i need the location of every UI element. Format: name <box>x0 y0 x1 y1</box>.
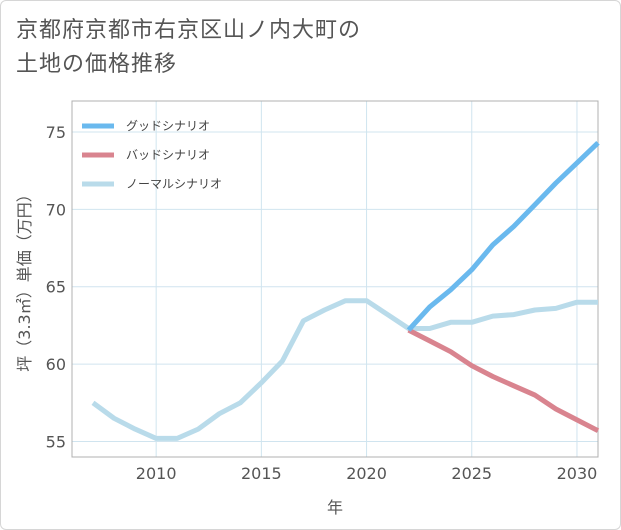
series-line-normal <box>91 298 598 441</box>
chart-title-line2: 土地の価格推移 <box>16 52 178 77</box>
plot-area <box>71 100 599 458</box>
x-axis-label: 年 <box>327 498 343 517</box>
chart-title: 京都府京都市右京区山ノ内大町の 土地の価格推移 <box>16 14 361 82</box>
legend-label-bad: バッドシナリオ <box>126 148 210 162</box>
x-tick-label: 2025 <box>451 464 492 483</box>
series-line-bad <box>407 327 600 433</box>
legend-label-good: グッドシナリオ <box>126 119 210 133</box>
y-tick-label: 70 <box>46 200 66 219</box>
series-line-good <box>406 140 600 332</box>
y-axis-label: 坪（3.3㎡）単価（万円） <box>15 186 34 371</box>
series-layer <box>91 140 600 441</box>
grid <box>72 101 598 457</box>
x-tick-label: 2015 <box>241 464 282 483</box>
chart-title-line1: 京都府京都市右京区山ノ内大町の <box>16 18 362 43</box>
y-tick-label: 65 <box>46 278 66 297</box>
legend-label-normal: ノーマルシナリオ <box>126 177 222 191</box>
y-tick-label: 75 <box>46 123 66 142</box>
x-tick-label: 2020 <box>346 464 387 483</box>
x-tick-label: 2010 <box>136 464 177 483</box>
y-tick-label: 55 <box>46 433 66 452</box>
y-tick-label: 60 <box>46 355 66 374</box>
tick-labels: 2010 2015 2020 2025 2030 55 60 65 70 75 <box>46 123 598 483</box>
x-tick-label: 2030 <box>557 464 598 483</box>
